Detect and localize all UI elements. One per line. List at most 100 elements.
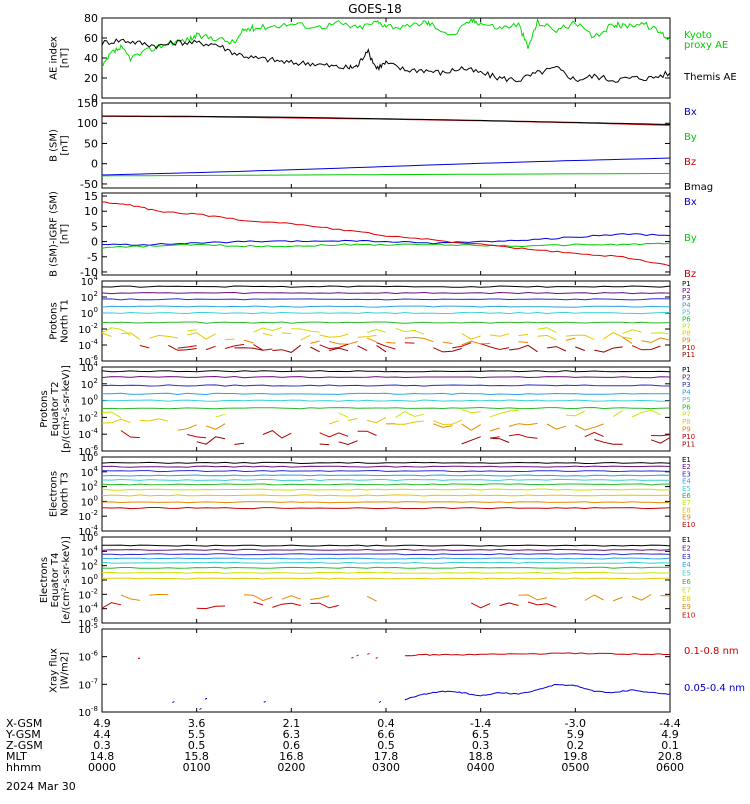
channel-segment [452, 343, 471, 348]
channel-segment [102, 333, 112, 337]
channel-segment [272, 603, 300, 607]
channel-segment [121, 333, 140, 340]
y-tick-exponent: -2 [91, 509, 98, 517]
y-tick-label: 102 [81, 480, 98, 494]
y-tick-label: 100 [81, 394, 98, 408]
channel-segment [310, 347, 319, 352]
channel-segment [396, 328, 424, 334]
legend-entry: E3 [682, 553, 691, 561]
channel-segment [121, 595, 140, 601]
channel-segment [604, 332, 632, 338]
channel-line [102, 385, 670, 386]
channel-segment [613, 411, 623, 417]
y-tick-exponent: 0 [94, 306, 98, 314]
channel-segment [358, 335, 377, 337]
channel-segment [519, 595, 547, 600]
panel-frame [102, 18, 670, 98]
y-tick-label: 104 [81, 544, 99, 558]
channel-segment [102, 419, 130, 423]
channel-segment [585, 432, 604, 436]
legend-entry: E1 [682, 536, 691, 544]
y-tick-label: 100 [81, 306, 98, 320]
channel-segment [594, 347, 622, 352]
channel-segment [187, 435, 206, 438]
channel-segment [566, 338, 575, 340]
series-line [405, 653, 670, 656]
y-tick-label: 102 [81, 377, 98, 391]
legend-entry: Bx [684, 197, 697, 208]
channel-segment [358, 346, 368, 351]
y-axis-label: B (SM) [49, 129, 60, 162]
y-tick-exponent: -8 [91, 705, 98, 713]
y-tick-label: 10-2 [78, 322, 98, 336]
date-label: 2024 Mar 30 [6, 780, 76, 793]
channel-segment [320, 444, 330, 445]
channel-segment [405, 337, 433, 341]
channel-line [102, 489, 670, 490]
channel-segment [254, 328, 282, 333]
y-tick-label: 104 [81, 465, 99, 479]
y-axis-label: B (SM)-IGRF (SM) [49, 191, 60, 277]
y-tick-label: 10-2 [78, 509, 98, 523]
y-tick-label: 50 [84, 137, 98, 150]
channel-segment [509, 434, 537, 438]
channel-segment [244, 340, 254, 343]
channel-segment [490, 410, 518, 416]
y-tick-label: 100 [81, 494, 98, 508]
channel-segment [291, 329, 319, 333]
y-tick-exponent: 6 [94, 530, 99, 538]
y-tick-label: 10-5 [78, 622, 98, 636]
y-tick-exponent: -2 [91, 410, 98, 418]
y-tick-label: 100 [77, 117, 98, 130]
channel-segment [585, 595, 604, 601]
panel-frame [102, 457, 670, 531]
panel-frame [102, 629, 670, 712]
y-tick-label: 15 [84, 190, 98, 203]
channel-segment [206, 346, 216, 349]
channel-segment [367, 596, 376, 601]
channel-segment [651, 435, 670, 436]
y-tick-exponent: -7 [91, 677, 98, 685]
y-axis-label: Protons [49, 302, 60, 339]
channel-segment [197, 437, 225, 444]
series-line [102, 158, 670, 175]
channel-segment [187, 330, 197, 331]
channel-segment [282, 333, 291, 334]
channel-segment [377, 343, 396, 350]
y-tick-exponent: -2 [91, 587, 98, 595]
y-tick-label: 5 [91, 220, 98, 233]
y-tick-exponent: -5 [91, 622, 98, 630]
legend-entry: E10 [682, 612, 695, 620]
channel-segment [320, 433, 348, 437]
channel-segment [149, 594, 168, 595]
channel-segment [566, 335, 594, 339]
y-tick-label: 10-6 [78, 650, 98, 664]
channel-line [102, 377, 670, 378]
legend-entry: Bz [684, 157, 696, 168]
channel-line [102, 549, 670, 550]
channel-segment [519, 342, 529, 343]
channel-segment [490, 428, 500, 431]
y-axis-label: Equator T2 [50, 382, 61, 437]
channel-line [102, 408, 670, 409]
channel-segment [367, 417, 386, 422]
channel-segment [623, 330, 642, 334]
xray-point [264, 701, 266, 702]
channel-line [102, 286, 670, 287]
legend-entry: By [684, 233, 697, 244]
y-tick-label: -5 [87, 251, 98, 264]
y-tick-label: 10-2 [78, 587, 98, 601]
series-line [102, 173, 670, 176]
channel-segment [367, 338, 376, 342]
series-line [405, 685, 670, 700]
channel-segment [216, 414, 226, 417]
legend-entry: Bz [684, 269, 696, 280]
y-axis-label: [nT] [60, 48, 71, 68]
y-axis-label: [nT] [60, 135, 71, 155]
y-tick-exponent: 4 [94, 360, 99, 368]
xray-point [351, 657, 353, 658]
